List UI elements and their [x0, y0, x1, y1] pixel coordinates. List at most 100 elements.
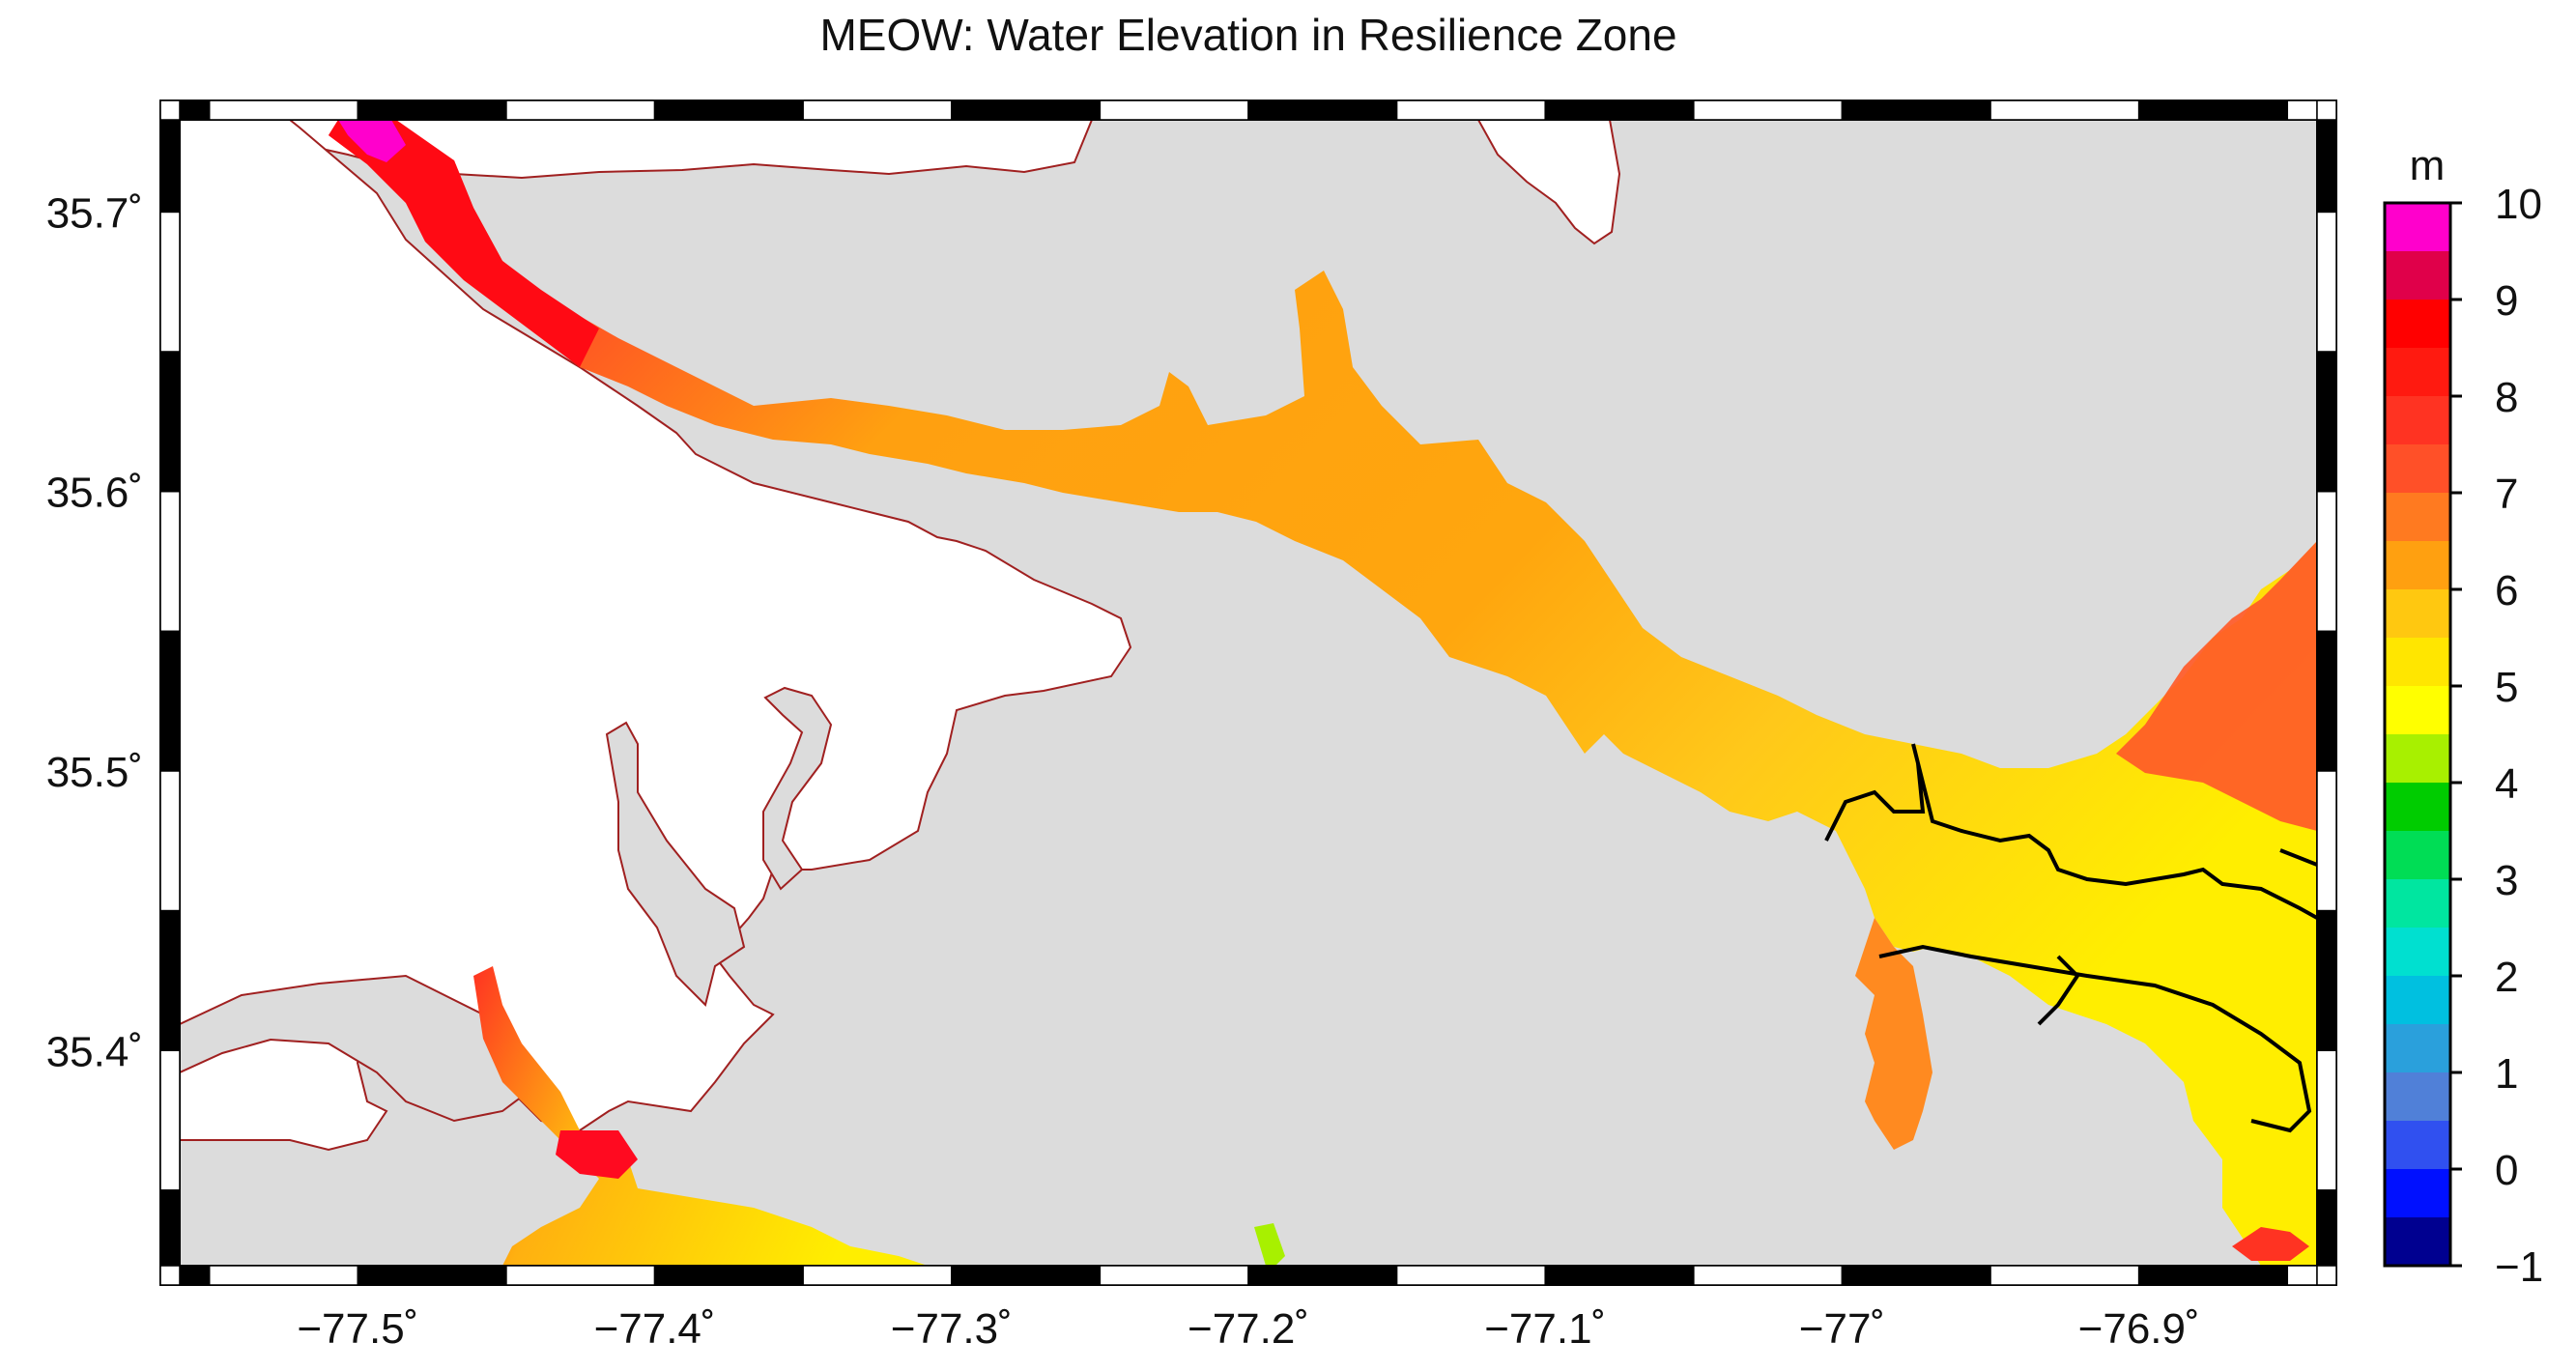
coastline-black [1824, 743, 2317, 1133]
frame-segment-bottom [179, 1265, 211, 1286]
frame-corner [159, 1265, 181, 1286]
frame-segment-left [159, 630, 181, 772]
colorbar-tick-label: 5 [2495, 664, 2518, 711]
frame-segment-left [159, 1049, 181, 1191]
colorbar-tick-label: 3 [2495, 857, 2518, 904]
frame-segment-left [159, 490, 181, 633]
frame-segment-top [802, 100, 953, 121]
frame-segment-left [159, 211, 181, 353]
colorbar-band [2385, 1169, 2450, 1218]
frame-segment-right [2316, 1049, 2337, 1191]
frame-corner [2316, 1265, 2337, 1286]
colorbar-tick-label: 0 [2495, 1147, 2518, 1194]
colorbar-band [2385, 396, 2450, 445]
frame-segment-top [1693, 100, 1844, 121]
colorbar-tick-label: −1 [2495, 1243, 2543, 1291]
x-tick-label: −77.3˚ [891, 1305, 1013, 1353]
frame-segment-top [1247, 100, 1398, 121]
colorbar-band [2385, 493, 2450, 542]
frame-segment-left [159, 1189, 181, 1267]
frame-segment-right [2316, 119, 2337, 214]
land-finger-2 [762, 686, 833, 891]
southwest-branch [473, 966, 928, 1266]
frame-segment-right [2316, 1189, 2337, 1267]
colorbar-tick-label: 2 [2495, 954, 2518, 1001]
frame-segment-left [159, 119, 181, 214]
land-finger-3 [180, 974, 543, 1123]
frame-segment-bottom [1099, 1265, 1249, 1286]
tributary-south [1855, 918, 1932, 1150]
frame-segment-left [159, 909, 181, 1052]
green-spot [1254, 1223, 1285, 1266]
map-frame [159, 100, 2337, 1286]
frame-segment-bottom [1693, 1265, 1844, 1286]
frame-segment-top [1841, 100, 1991, 121]
y-tick-label: 35.4˚ [46, 1028, 143, 1075]
upstream-red-zone [329, 120, 599, 367]
colorbar-band [2385, 686, 2450, 735]
frame-segment-left [159, 770, 181, 912]
frame-segment-right [2316, 630, 2337, 772]
colorbar-tick-label: 6 [2495, 567, 2518, 614]
colorbar-band [2385, 444, 2450, 494]
x-tick-label: −77˚ [1799, 1305, 1885, 1353]
colorbar-unit: m [2410, 142, 2446, 189]
frame-corner [159, 100, 181, 121]
frame-segment-top [179, 100, 211, 121]
southwest-red-hotspot [556, 1130, 638, 1179]
frame-segment-bottom [1544, 1265, 1695, 1286]
white-region-north-right [1476, 120, 1621, 245]
colorbar-band [2385, 1121, 2450, 1170]
colorbar-tick-label: 7 [2495, 471, 2518, 518]
colorbar-band [2385, 734, 2450, 784]
colorbar-tick-label: 9 [2495, 277, 2518, 325]
frame-segment-bottom [2286, 1265, 2318, 1286]
frame-segment-bottom [653, 1265, 804, 1286]
map-title: MEOW: Water Elevation in Resilience Zone [819, 10, 1676, 60]
colorbar-band [2385, 1024, 2450, 1073]
frame-segment-right [2316, 351, 2337, 493]
frame-segment-right [2316, 490, 2337, 633]
frame-segment-top [1395, 100, 1546, 121]
colorbar-tick-label: 4 [2495, 760, 2518, 808]
colorbar-band [2385, 1217, 2450, 1267]
y-tick-label: 35.6˚ [46, 470, 143, 517]
frame-segment-bottom [505, 1265, 656, 1286]
frame-segment-top [1544, 100, 1695, 121]
colorbar-band [2385, 1072, 2450, 1122]
colorbar-band [2385, 300, 2450, 349]
colorbar-band [2385, 831, 2450, 880]
colorbar-band [2385, 203, 2450, 252]
colorbar-tick-label: 1 [2495, 1050, 2518, 1098]
frame-segment-bottom [1395, 1265, 1546, 1286]
frame-segment-top [653, 100, 804, 121]
frame-segment-bottom [357, 1265, 507, 1286]
x-tick-label: −77.5˚ [297, 1305, 418, 1353]
colorbar-tick-label: 10 [2495, 181, 2542, 228]
southeast-red-spot [2232, 1227, 2309, 1261]
northeast-high-water [2116, 541, 2317, 831]
map-area [180, 120, 2317, 1266]
frame-segment-top [357, 100, 507, 121]
frame-segment-bottom [951, 1265, 1102, 1286]
frame-segment-right [2316, 909, 2337, 1052]
frame-segment-top [951, 100, 1102, 121]
colorbar-band [2385, 251, 2450, 300]
frame-segment-bottom [1247, 1265, 1398, 1286]
frame-segment-top [1989, 100, 2140, 121]
colorbar-band [2385, 976, 2450, 1025]
colorbar-band [2385, 589, 2450, 639]
colorbar-band [2385, 879, 2450, 928]
frame-segment-right [2316, 211, 2337, 353]
colorbar-band [2385, 638, 2450, 687]
frame-segment-top [505, 100, 656, 121]
main-river-channel [329, 120, 2317, 1266]
x-tick-label: −77.2˚ [1188, 1305, 1309, 1353]
frame-segment-bottom [1989, 1265, 2140, 1286]
frame-segment-bottom [208, 1265, 359, 1286]
land-finger-1 [605, 721, 746, 1007]
colorbar-band [2385, 541, 2450, 590]
x-axis-ticks: −77.5˚ −77.4˚ −77.3˚ −77.2˚ −77.1˚ −77˚ −76.9˚ [297, 1305, 2199, 1353]
